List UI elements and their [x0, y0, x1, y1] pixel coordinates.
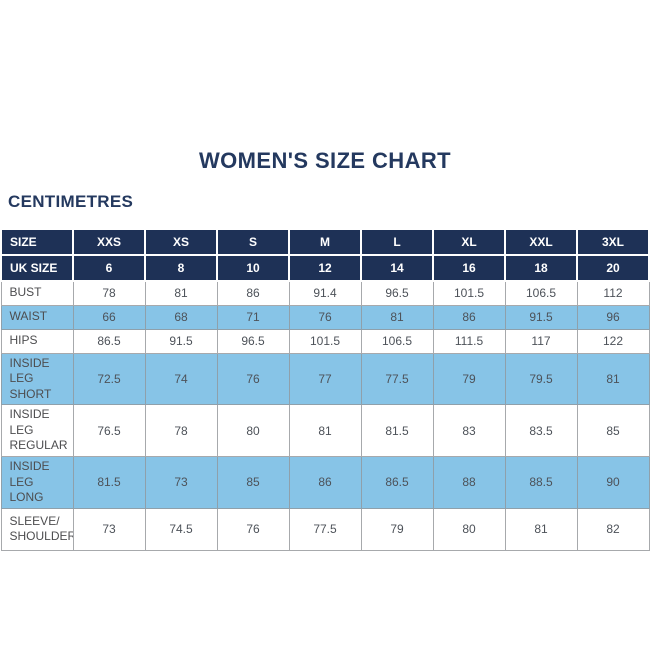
- value-cell: 91.5: [144, 328, 218, 354]
- header-cell: 12: [288, 254, 362, 282]
- value-cell: 83: [432, 404, 506, 458]
- value-cell: 77: [288, 352, 362, 406]
- value-cell: 83.5: [504, 404, 578, 458]
- header-cell: 20: [576, 254, 650, 282]
- table-row: WAIST 66 68 71 76 81 86 91.5 96: [0, 304, 650, 330]
- value-cell: 79: [432, 352, 506, 406]
- value-cell: 81.5: [360, 404, 434, 458]
- value-cell: 68: [144, 304, 218, 330]
- units-label: CENTIMETRES: [8, 192, 134, 211]
- value-cell: 72.5: [72, 352, 146, 406]
- header-row: SIZE XXS XS S M L XL XXL 3XL: [0, 228, 650, 256]
- value-cell: 73: [72, 507, 146, 551]
- header-cell: 14: [360, 254, 434, 282]
- value-cell: 77.5: [360, 352, 434, 406]
- value-cell: 74.5: [144, 507, 218, 551]
- header-cell: XXL: [504, 228, 578, 256]
- table-row: INSIDE LEG SHORT 72.5 74 76 77 77.5 79 79.5 81: [0, 352, 650, 406]
- value-cell: 71: [216, 304, 290, 330]
- value-cell: 79: [360, 507, 434, 551]
- value-cell: 76.5: [72, 404, 146, 458]
- header-cell: XS: [144, 228, 218, 256]
- value-cell: 86.5: [360, 456, 434, 509]
- value-cell: 76: [216, 352, 290, 406]
- header-cell: XL: [432, 228, 506, 256]
- value-cell: 101.5: [288, 328, 362, 354]
- value-cell: 88: [432, 456, 506, 509]
- header-cell: 6: [72, 254, 146, 282]
- value-cell: 77.5: [288, 507, 362, 551]
- header-row: UK SIZE 6 8 10 12 14 16 18 20: [0, 254, 650, 282]
- header-cell: S: [216, 228, 290, 256]
- value-cell: 85: [216, 456, 290, 509]
- row-label: INSIDE LEG REGULAR: [0, 404, 74, 458]
- value-cell: 66: [72, 304, 146, 330]
- header-cell: 16: [432, 254, 506, 282]
- page-title: WOMEN'S SIZE CHART: [199, 148, 451, 173]
- value-cell: 90: [576, 456, 650, 509]
- row-label: INSIDE LEG SHORT: [0, 352, 74, 406]
- value-cell: 101.5: [432, 280, 506, 306]
- table-row: INSIDE LEG REGULAR 76.5 78 80 81 81.5 83 83.5 85: [0, 404, 650, 458]
- header-cell: L: [360, 228, 434, 256]
- value-cell: 81: [360, 304, 434, 330]
- value-cell: 112: [576, 280, 650, 306]
- value-cell: 76: [288, 304, 362, 330]
- size-table: SIZE XXS XS S M L XL XXL 3XL UK SIZE 6 8 10 12 14 16 18 2…: [0, 228, 650, 551]
- value-cell: 82: [576, 507, 650, 551]
- value-cell: 80: [216, 404, 290, 458]
- value-cell: 81: [504, 507, 578, 551]
- value-cell: 106.5: [360, 328, 434, 354]
- value-cell: 91.5: [504, 304, 578, 330]
- value-cell: 106.5: [504, 280, 578, 306]
- table-row: HIPS 86.5 91.5 96.5 101.5 106.5 111.5 117 122: [0, 328, 650, 354]
- value-cell: 86.5: [72, 328, 146, 354]
- row-label: BUST: [0, 280, 74, 306]
- value-cell: 85: [576, 404, 650, 458]
- value-cell: 78: [72, 280, 146, 306]
- value-cell: 86: [288, 456, 362, 509]
- row-label: INSIDE LEG LONG: [0, 456, 74, 509]
- value-cell: 76: [216, 507, 290, 551]
- row-label: HIPS: [0, 328, 74, 354]
- header-cell: XXS: [72, 228, 146, 256]
- value-cell: 73: [144, 456, 218, 509]
- row-label: SLEEVE/ SHOULDER: [0, 507, 74, 551]
- value-cell: 81.5: [72, 456, 146, 509]
- header-cell: 3XL: [576, 228, 650, 256]
- value-cell: 117: [504, 328, 578, 354]
- table-row: SLEEVE/ SHOULDER 73 74.5 76 77.5 79 80 81 82: [0, 507, 650, 551]
- value-cell: 79.5: [504, 352, 578, 406]
- header-row-label: UK SIZE: [0, 254, 74, 282]
- value-cell: 81: [576, 352, 650, 406]
- value-cell: 88.5: [504, 456, 578, 509]
- value-cell: 86: [432, 304, 506, 330]
- value-cell: 78: [144, 404, 218, 458]
- value-cell: 111.5: [432, 328, 506, 354]
- table-row: INSIDE LEG LONG 81.5 73 85 86 86.5 88 88.5 90: [0, 456, 650, 509]
- value-cell: 96.5: [360, 280, 434, 306]
- header-cell: 18: [504, 254, 578, 282]
- value-cell: 81: [288, 404, 362, 458]
- value-cell: 96: [576, 304, 650, 330]
- value-cell: 80: [432, 507, 506, 551]
- value-cell: 74: [144, 352, 218, 406]
- value-cell: 96.5: [216, 328, 290, 354]
- row-label: WAIST: [0, 304, 74, 330]
- header-row-label: SIZE: [0, 228, 74, 256]
- value-cell: 91.4: [288, 280, 362, 306]
- header-cell: M: [288, 228, 362, 256]
- value-cell: 122: [576, 328, 650, 354]
- header-cell: 8: [144, 254, 218, 282]
- table-row: BUST 78 81 86 91.4 96.5 101.5 106.5 112: [0, 280, 650, 306]
- value-cell: 86: [216, 280, 290, 306]
- value-cell: 81: [144, 280, 218, 306]
- header-cell: 10: [216, 254, 290, 282]
